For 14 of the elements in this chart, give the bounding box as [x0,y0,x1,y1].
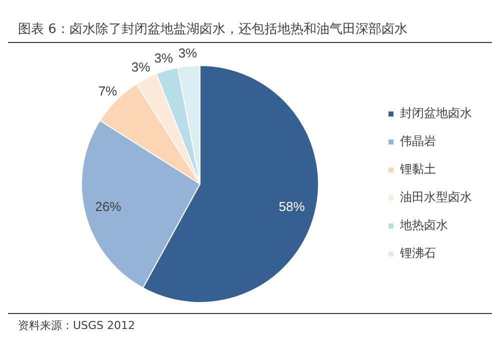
legend-label: 地热卤水 [399,218,448,232]
data-label: 3% [154,50,174,66]
legend-label: 锂黏土 [399,162,436,176]
legend-label: 伟晶岩 [400,134,436,148]
text: 资料来源：USGS 2012 [8,313,492,337]
legend-label: 锂沸石 [399,246,436,260]
legend-label: 封闭盆地卤水 [400,106,472,120]
data-label: 3% [178,46,198,61]
data-label: 7% [98,83,118,98]
data-label: 3% [131,59,151,74]
chart-title: 图表 6：卤水除了封闭盆地盐湖卤水，还包括地热和油气田深部卤水 [8,8,492,43]
legend-label: 油田水型卤水 [400,190,472,204]
data-label: 58% [278,199,306,214]
data-label: 26% [95,199,122,214]
